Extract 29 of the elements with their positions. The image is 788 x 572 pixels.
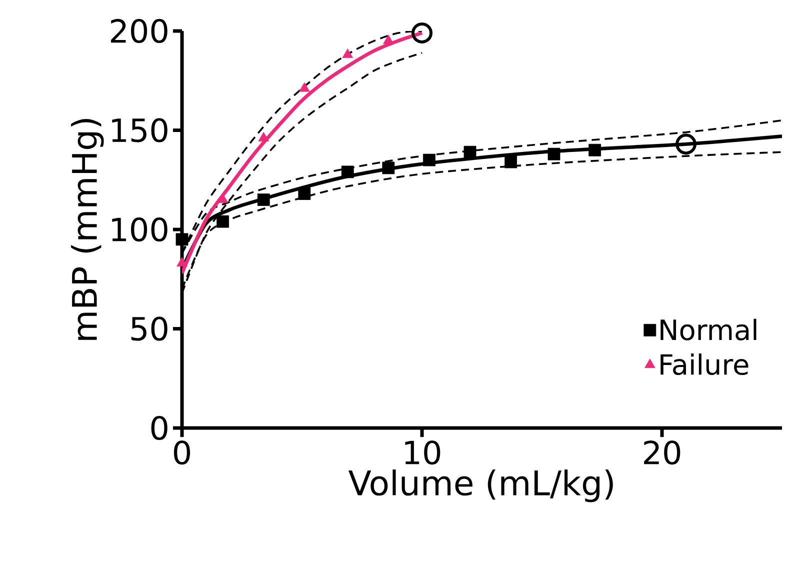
- point: [504, 156, 518, 168]
- point: [342, 48, 354, 58]
- point: [548, 148, 560, 160]
- x-tick-label: 10: [405, 440, 440, 465]
- point: [216, 215, 230, 228]
- point: [341, 166, 354, 178]
- point: [298, 188, 311, 200]
- x-tick-label: 0: [174, 440, 190, 465]
- point: [299, 82, 310, 92]
- y-axis-title: mBP (mmHg): [71, 119, 104, 340]
- x-axis-title: Volume (mL/kg): [348, 469, 613, 502]
- y-tick-label: 200: [110, 18, 168, 44]
- point: [676, 134, 697, 155]
- point: [423, 154, 436, 166]
- point: [383, 34, 394, 44]
- y-tick-label: 150: [112, 118, 168, 142]
- point: [257, 194, 270, 206]
- point: [464, 146, 476, 158]
- y-tick-label: 50: [131, 316, 168, 341]
- point: [588, 144, 602, 156]
- point: [258, 132, 270, 142]
- y-tick-label: 100: [112, 217, 168, 242]
- legend-label: Normal: [660, 318, 756, 340]
- point: [176, 233, 188, 246]
- legend-label: Failure: [660, 353, 748, 376]
- point: [412, 22, 433, 44]
- x-tick-label: 20: [644, 440, 680, 465]
- y-tick-label: 0: [151, 416, 168, 440]
- point: [382, 162, 395, 174]
